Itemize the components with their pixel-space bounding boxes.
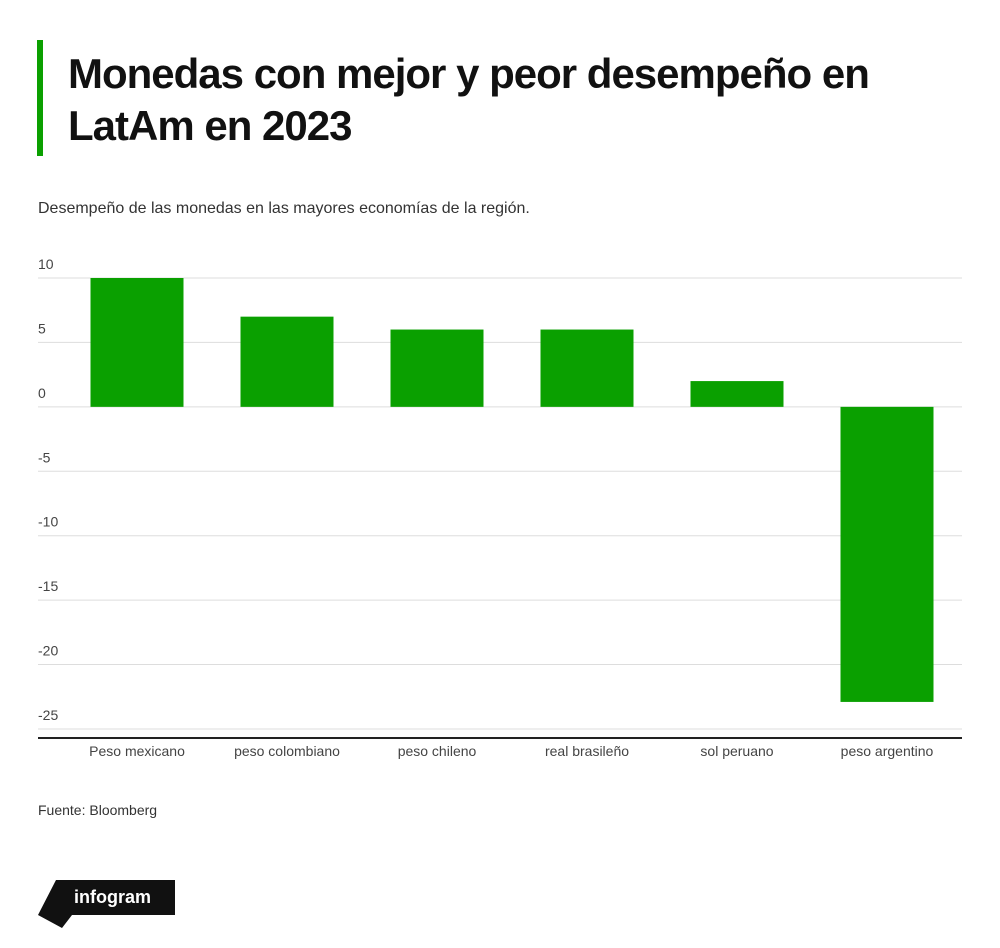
y-tick-label: -5 xyxy=(38,449,51,465)
x-tick-label: peso colombiano xyxy=(234,743,340,759)
y-tick-label: 5 xyxy=(38,320,46,336)
y-tick-label: -25 xyxy=(38,707,58,723)
title-accent xyxy=(37,40,43,156)
source: Fuente: Bloomberg xyxy=(38,802,158,818)
bar xyxy=(240,316,334,407)
logo: infogram xyxy=(74,887,151,907)
y-tick-label: -20 xyxy=(38,643,58,659)
x-tick-label: Peso mexicano xyxy=(89,743,185,759)
x-tick-label: sol peruano xyxy=(700,743,773,759)
x-tick-label: peso chileno xyxy=(398,743,477,759)
y-tick-label: 10 xyxy=(38,256,54,272)
subtitle: Desempeño de las monedas en las mayores … xyxy=(38,200,530,217)
y-tick-label: 0 xyxy=(38,385,46,401)
x-tick-label: peso argentino xyxy=(841,743,934,759)
x-tick-label: real brasileño xyxy=(545,743,629,759)
y-tick-label: -15 xyxy=(38,578,58,594)
title: Monedas con mejor y peor desempeño en La… xyxy=(68,50,870,149)
bar xyxy=(690,381,784,407)
y-tick-label: -10 xyxy=(38,514,58,530)
bar xyxy=(390,329,484,407)
logo-shape xyxy=(38,880,175,928)
bar xyxy=(90,278,184,407)
bar xyxy=(540,329,634,407)
bar xyxy=(840,406,934,702)
